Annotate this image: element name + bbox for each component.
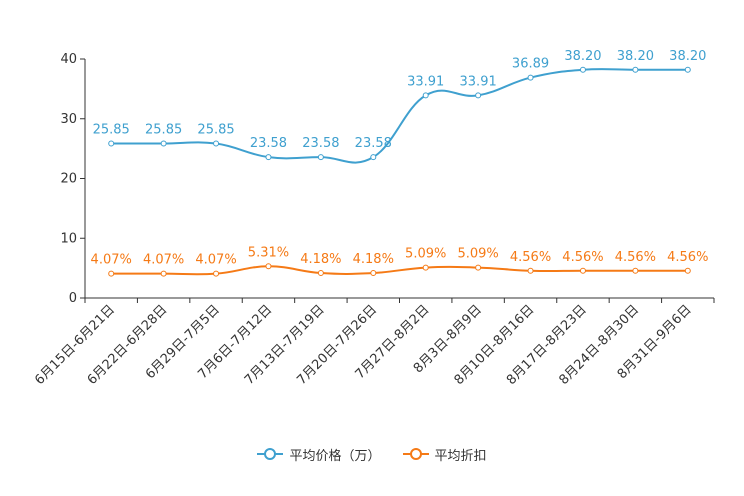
price-data-label: 33.91: [460, 74, 497, 89]
y-tick-label: 30: [60, 112, 77, 127]
chart-legend: 平均价格（万） 平均折扣: [0, 444, 744, 464]
price-point: [370, 154, 377, 161]
price-data-label: 38.20: [669, 49, 706, 64]
discount-point: [370, 270, 377, 277]
discount-data-label: 4.07%: [143, 253, 184, 268]
price-line: [111, 68, 688, 164]
legend-discount-line-icon: [402, 448, 429, 460]
price-point: [527, 74, 534, 81]
discount-data-label: 4.56%: [562, 250, 603, 265]
legend-item-discount[interactable]: 平均折扣: [402, 445, 487, 464]
y-tick-label: 40: [60, 52, 77, 67]
price-point: [265, 154, 272, 161]
discount-data-label: 4.56%: [615, 250, 656, 265]
price-data-label: 36.89: [512, 57, 549, 72]
price-point: [108, 140, 115, 147]
price-data-label: 25.85: [145, 123, 182, 138]
price-data-label: 23.58: [355, 136, 392, 151]
discount-point: [684, 267, 691, 274]
price-data-label: 38.20: [617, 49, 654, 64]
series-price: 25.85 25.85 25.85 23.58 23.58 23.58 33.91 33.91…: [93, 49, 706, 164]
discount-data-label: 5.31%: [248, 245, 289, 260]
price-data-label: 25.85: [197, 123, 234, 138]
discount-data-label: 4.18%: [300, 252, 341, 267]
legend-price-line-icon: [257, 448, 284, 460]
legend-discount-label: 平均折扣: [434, 448, 487, 464]
price-point: [213, 140, 220, 147]
legend-item-price[interactable]: 平均价格（万）: [257, 445, 381, 464]
discount-point: [265, 263, 272, 270]
y-tick-label: 10: [60, 231, 77, 246]
price-point: [160, 140, 167, 147]
discount-data-label: 4.07%: [195, 253, 236, 268]
price-point: [632, 66, 639, 73]
discount-point: [317, 270, 324, 277]
discount-point: [632, 267, 639, 274]
discount-data-label: 5.09%: [457, 247, 498, 262]
discount-point: [213, 270, 220, 277]
price-data-label: 23.58: [302, 136, 339, 151]
discount-data-label: 4.56%: [510, 250, 551, 265]
discount-data-label: 4.18%: [353, 252, 394, 267]
price-point: [422, 92, 429, 99]
discount-point: [579, 267, 586, 274]
series-discount: 4.07% 4.07% 4.07% 5.31% 4.18% 4.18% 5.09% 5.09%…: [91, 245, 708, 277]
price-point: [684, 66, 691, 73]
price-data-label: 23.58: [250, 136, 287, 151]
discount-data-label: 5.09%: [405, 247, 446, 262]
price-data-label: 33.91: [407, 74, 444, 89]
discount-point: [160, 270, 167, 277]
price-point: [579, 66, 586, 73]
discount-data-label: 4.56%: [667, 250, 708, 265]
price-point: [317, 154, 324, 161]
y-tick-label: 20: [60, 172, 77, 187]
price-data-label: 25.85: [93, 123, 130, 138]
discount-point: [475, 264, 482, 271]
discount-point: [527, 267, 534, 274]
discount-line: [111, 265, 688, 276]
price-data-label: 38.20: [564, 49, 601, 64]
price-point: [475, 92, 482, 99]
legend-price-label: 平均价格（万）: [289, 448, 381, 464]
discount-data-label: 4.07%: [91, 253, 132, 268]
discount-point: [422, 264, 429, 271]
y-tick-label: 0: [69, 291, 77, 306]
discount-point: [108, 270, 115, 277]
